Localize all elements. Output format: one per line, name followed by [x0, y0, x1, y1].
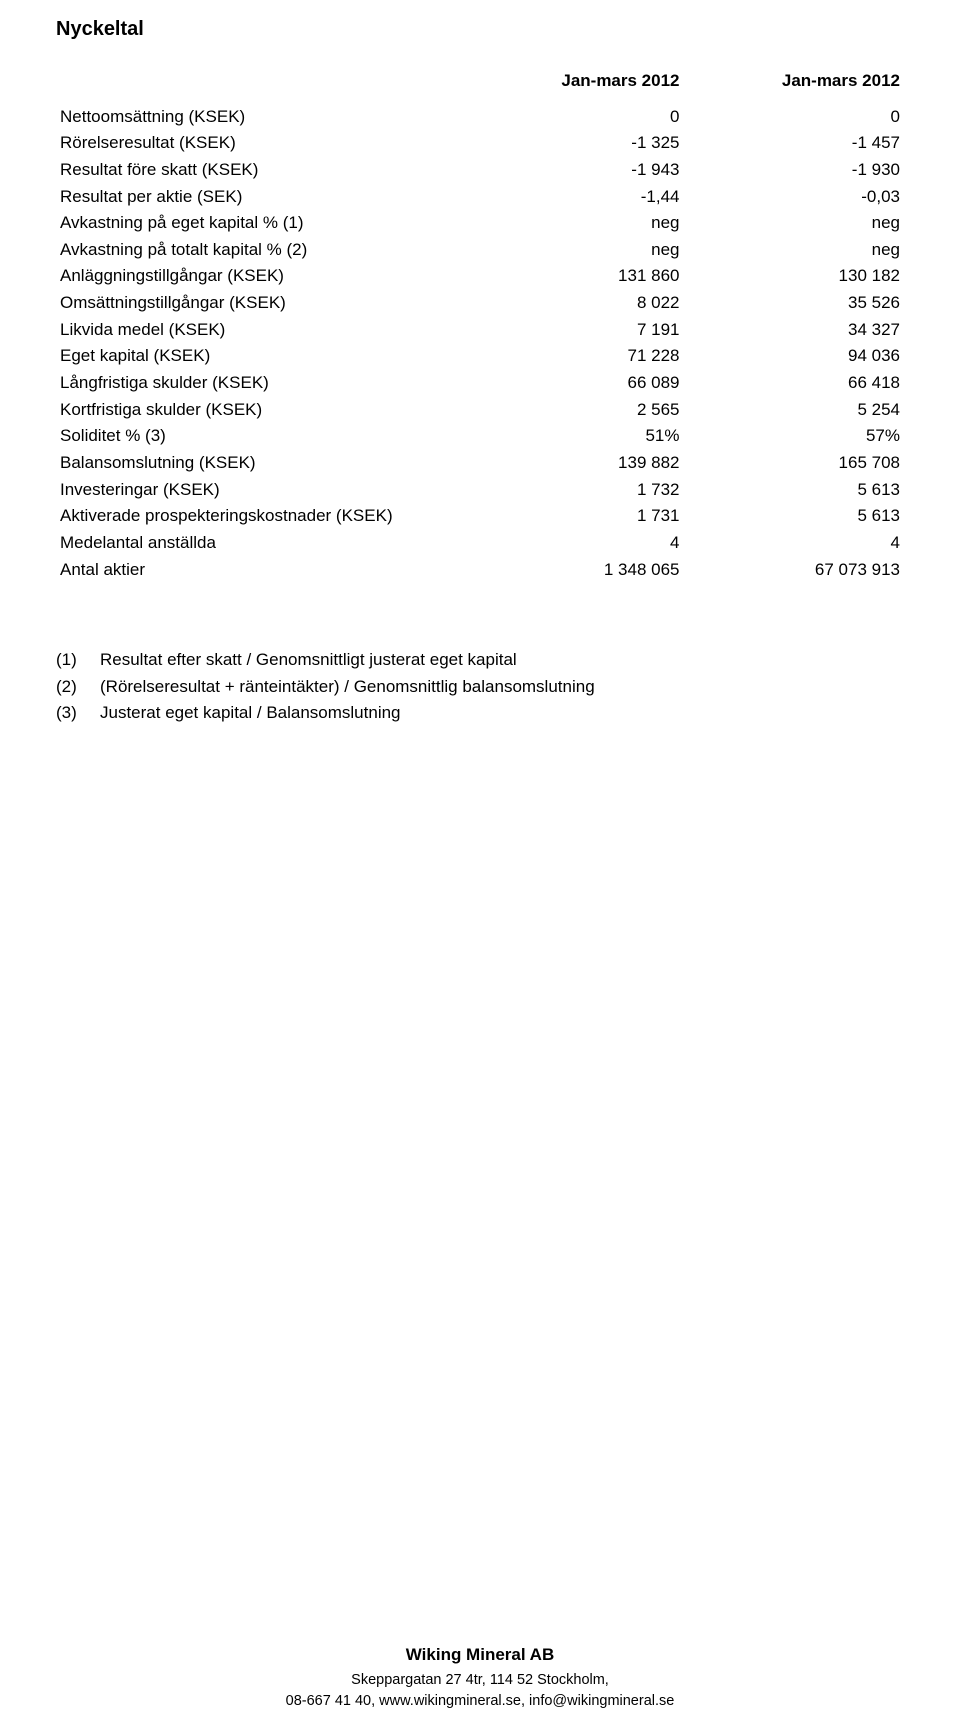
row-label: Investeringar (KSEK) — [56, 477, 463, 504]
page-title: Nyckeltal — [56, 18, 904, 41]
col-header-1: Jan-mars 2012 — [463, 65, 683, 104]
row-label: Soliditet % (3) — [56, 423, 463, 450]
table-row: Likvida medel (KSEK)7 19134 327 — [56, 317, 904, 344]
header-empty — [56, 65, 463, 104]
table-row: Investeringar (KSEK)1 7325 613 — [56, 477, 904, 504]
row-value-2: 66 418 — [684, 370, 905, 397]
row-label: Avkastning på eget kapital % (1) — [56, 210, 463, 237]
row-value-2: -1 457 — [684, 130, 905, 157]
row-value-1: 0 — [463, 104, 683, 131]
page-footer: Wiking Mineral AB Skeppargatan 27 4tr, 1… — [0, 1643, 960, 1711]
row-value-2: 57% — [684, 423, 905, 450]
row-label: Kortfristiga skulder (KSEK) — [56, 397, 463, 424]
row-value-1: 1 348 065 — [463, 557, 683, 584]
row-value-2: -0,03 — [684, 184, 905, 211]
table-row: Soliditet % (3)51%57% — [56, 423, 904, 450]
row-value-2: 35 526 — [684, 290, 905, 317]
page: Nyckeltal Jan-mars 2012 Jan-mars 2012 Ne… — [0, 0, 960, 1735]
table-row: Omsättningstillgångar (KSEK)8 02235 526 — [56, 290, 904, 317]
footer-company: Wiking Mineral AB — [0, 1643, 960, 1667]
table-header-row: Jan-mars 2012 Jan-mars 2012 — [56, 65, 904, 104]
row-label: Rörelseresultat (KSEK) — [56, 130, 463, 157]
table-row: Antal aktier1 348 06567 073 913 — [56, 557, 904, 584]
row-value-1: 1 731 — [463, 503, 683, 530]
row-value-2: -1 930 — [684, 157, 905, 184]
row-value-1: 131 860 — [463, 263, 683, 290]
row-label: Avkastning på totalt kapital % (2) — [56, 237, 463, 264]
row-value-2: 5 254 — [684, 397, 905, 424]
row-label: Eget kapital (KSEK) — [56, 343, 463, 370]
table-row: Avkastning på totalt kapital % (2)negneg — [56, 237, 904, 264]
table-row: Avkastning på eget kapital % (1)negneg — [56, 210, 904, 237]
row-value-1: -1 325 — [463, 130, 683, 157]
footnote-number: (3) — [56, 700, 100, 726]
row-value-2: 34 327 — [684, 317, 905, 344]
row-value-1: 1 732 — [463, 477, 683, 504]
row-value-1: -1 943 — [463, 157, 683, 184]
row-value-2: neg — [684, 237, 905, 264]
row-value-1: 8 022 — [463, 290, 683, 317]
row-label: Anläggningstillgångar (KSEK) — [56, 263, 463, 290]
footer-address: Skeppargatan 27 4tr, 114 52 Stockholm, — [0, 1670, 960, 1690]
row-label: Långfristiga skulder (KSEK) — [56, 370, 463, 397]
row-value-2: 5 613 — [684, 477, 905, 504]
row-label: Resultat per aktie (SEK) — [56, 184, 463, 211]
footer-contact: 08-667 41 40, www.wikingmineral.se, info… — [0, 1691, 960, 1711]
table-row: Kortfristiga skulder (KSEK)2 5655 254 — [56, 397, 904, 424]
row-value-1: 71 228 — [463, 343, 683, 370]
row-label: Antal aktier — [56, 557, 463, 584]
table-row: Långfristiga skulder (KSEK)66 08966 418 — [56, 370, 904, 397]
table-row: Nettoomsättning (KSEK)00 — [56, 104, 904, 131]
row-value-1: 66 089 — [463, 370, 683, 397]
footnote-row: (3)Justerat eget kapital / Balansomslutn… — [56, 700, 904, 726]
row-label: Likvida medel (KSEK) — [56, 317, 463, 344]
table-row: Resultat per aktie (SEK)-1,44-0,03 — [56, 184, 904, 211]
kpi-table: Jan-mars 2012 Jan-mars 2012 Nettoomsättn… — [56, 65, 904, 583]
col-header-2: Jan-mars 2012 — [684, 65, 905, 104]
footnote-text: Resultat efter skatt / Genomsnittligt ju… — [100, 647, 517, 673]
row-value-1: neg — [463, 210, 683, 237]
row-value-1: -1,44 — [463, 184, 683, 211]
row-value-2: 94 036 — [684, 343, 905, 370]
table-row: Aktiverade prospekteringskostnader (KSEK… — [56, 503, 904, 530]
table-row: Balansomslutning (KSEK)139 882165 708 — [56, 450, 904, 477]
row-value-2: neg — [684, 210, 905, 237]
row-value-1: 139 882 — [463, 450, 683, 477]
table-row: Medelantal anställda44 — [56, 530, 904, 557]
footnote-text: (Rörelseresultat + ränteintäkter) / Geno… — [100, 674, 595, 700]
table-row: Eget kapital (KSEK)71 22894 036 — [56, 343, 904, 370]
row-value-2: 4 — [684, 530, 905, 557]
row-value-1: neg — [463, 237, 683, 264]
row-label: Medelantal anställda — [56, 530, 463, 557]
footnote-text: Justerat eget kapital / Balansomslutning — [100, 700, 401, 726]
table-row: Resultat före skatt (KSEK)-1 943-1 930 — [56, 157, 904, 184]
table-row: Anläggningstillgångar (KSEK)131 860130 1… — [56, 263, 904, 290]
table-row: Rörelseresultat (KSEK)-1 325-1 457 — [56, 130, 904, 157]
row-label: Aktiverade prospekteringskostnader (KSEK… — [56, 503, 463, 530]
row-value-2: 130 182 — [684, 263, 905, 290]
row-value-1: 7 191 — [463, 317, 683, 344]
row-label: Resultat före skatt (KSEK) — [56, 157, 463, 184]
row-label: Nettoomsättning (KSEK) — [56, 104, 463, 131]
footnote-row: (1)Resultat efter skatt / Genomsnittligt… — [56, 647, 904, 673]
row-value-2: 67 073 913 — [684, 557, 905, 584]
row-value-2: 0 — [684, 104, 905, 131]
row-label: Omsättningstillgångar (KSEK) — [56, 290, 463, 317]
footnote-row: (2)(Rörelseresultat + ränteintäkter) / G… — [56, 674, 904, 700]
row-value-2: 165 708 — [684, 450, 905, 477]
row-value-1: 51% — [463, 423, 683, 450]
row-value-1: 2 565 — [463, 397, 683, 424]
footnote-number: (1) — [56, 647, 100, 673]
row-label: Balansomslutning (KSEK) — [56, 450, 463, 477]
footnotes: (1)Resultat efter skatt / Genomsnittligt… — [56, 647, 904, 726]
row-value-1: 4 — [463, 530, 683, 557]
row-value-2: 5 613 — [684, 503, 905, 530]
footnote-number: (2) — [56, 674, 100, 700]
